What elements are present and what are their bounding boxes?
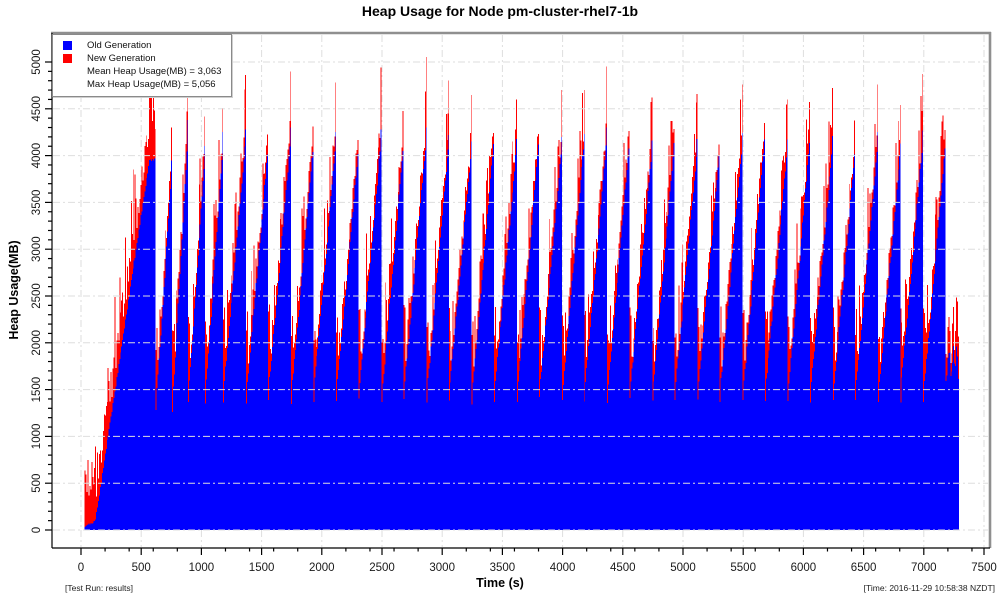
chart-title: Heap Usage for Node pm-cluster-rhel7-1b [361,3,639,19]
chart-legend: Old Generation New Generation Mean Heap … [52,34,233,97]
svg-text:4500: 4500 [610,562,636,574]
svg-text:6000: 6000 [791,562,817,574]
legend-label-new-generation: New Generation [87,53,156,64]
legend-max-text: Max Heap Usage(MB) = 5,056 [87,79,216,90]
svg-text:500: 500 [132,562,151,574]
svg-text:3000: 3000 [31,236,43,262]
x-axis-title: Time (s) [476,576,524,590]
svg-text:5500: 5500 [730,562,756,574]
svg-text:2000: 2000 [31,330,43,356]
svg-text:5000: 5000 [670,562,696,574]
svg-text:2500: 2500 [369,562,395,574]
svg-text:1000: 1000 [31,424,43,450]
legend-stat-mean: Mean Heap Usage(MB) = 3,063 [59,65,221,78]
old-generation-area [84,120,960,530]
legend-label-old-generation: Old Generation [87,40,152,51]
svg-text:7500: 7500 [971,562,997,574]
legend-item-new-generation: New Generation [59,52,221,65]
svg-text:3000: 3000 [429,562,455,574]
svg-text:6500: 6500 [851,562,877,574]
svg-text:4000: 4000 [31,143,43,169]
svg-text:7000: 7000 [911,562,937,574]
svg-text:3500: 3500 [490,562,516,574]
svg-text:5000: 5000 [31,49,43,75]
legend-stat-max: Max Heap Usage(MB) = 5,056 [59,78,221,91]
footer-test-run: [Test Run: results] [65,583,134,593]
legend-mean-text: Mean Heap Usage(MB) = 3,063 [87,66,222,77]
svg-text:1500: 1500 [31,377,43,403]
svg-text:2500: 2500 [31,283,43,309]
legend-item-old-generation: Old Generation [59,39,221,52]
svg-text:1500: 1500 [249,562,275,574]
footer-timestamp: [Time: 2016-11-29 10:58:38 NZDT] [863,583,995,593]
svg-text:3500: 3500 [31,190,43,216]
svg-text:0: 0 [78,562,84,574]
old-generation-swatch [63,41,72,50]
svg-text:0: 0 [31,527,43,533]
svg-text:500: 500 [31,474,43,493]
svg-text:2000: 2000 [309,562,335,574]
new-generation-swatch [63,54,72,63]
svg-text:4500: 4500 [31,96,43,122]
svg-text:4000: 4000 [550,562,576,574]
svg-text:1000: 1000 [189,562,215,574]
